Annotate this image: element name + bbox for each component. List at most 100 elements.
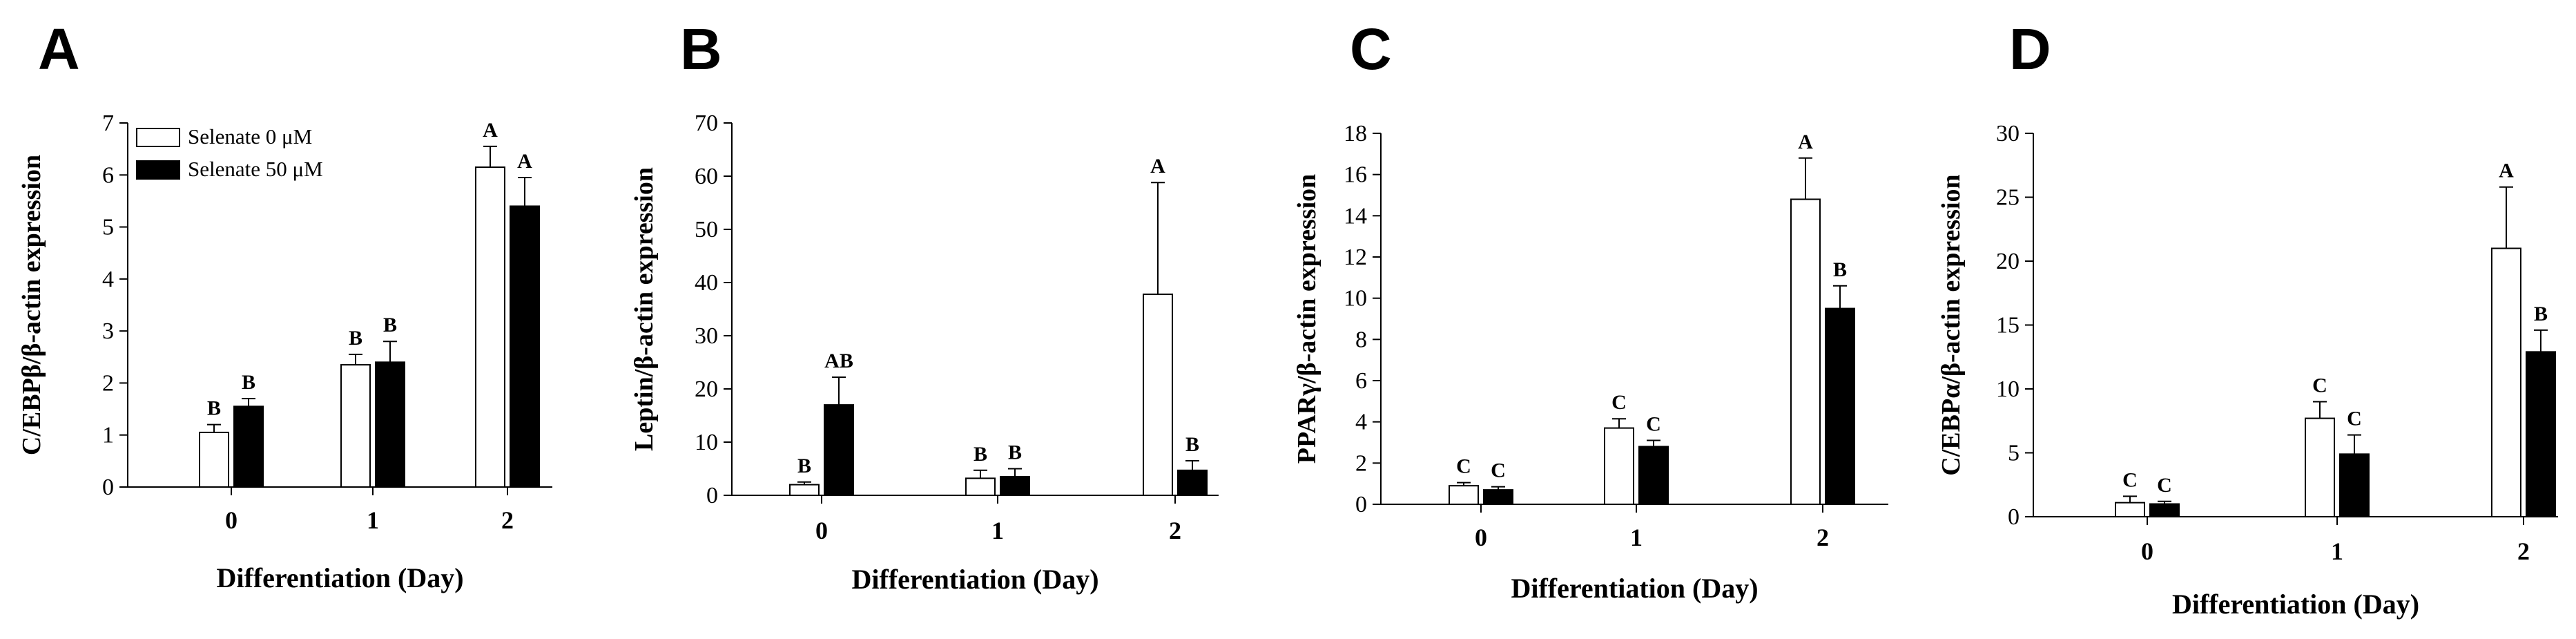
significance-label: B bbox=[242, 371, 255, 394]
legend-label-selenate-50: Selenate 50 μM bbox=[188, 157, 323, 181]
y-tick-label: 2 bbox=[102, 370, 114, 396]
bar-selenate-0-day-0 bbox=[2115, 502, 2145, 518]
chart-panel-d: D 0 5 10 15 20 25 30 0 1 2 Differentiation (Day) C/E… bbox=[1937, 17, 2558, 620]
y-axis-title: PPARγ/β-actin expression bbox=[1292, 174, 1321, 464]
bar-selenate-0-day-0 bbox=[789, 484, 820, 496]
bar-selenate-0-day-0 bbox=[1449, 485, 1479, 506]
significance-label: C bbox=[1491, 459, 1506, 482]
y-tick-label: 0 bbox=[706, 483, 718, 508]
significance-label: B bbox=[1185, 433, 1199, 456]
y-tick-label: 6 bbox=[102, 162, 114, 188]
significance-label: B bbox=[207, 397, 221, 420]
significance-label: A bbox=[1150, 155, 1165, 178]
y-tick-label: 8 bbox=[1355, 327, 1367, 352]
x-tick-label: 0 bbox=[225, 506, 238, 534]
significance-label: B bbox=[1833, 258, 1847, 281]
x-axis-title: Differentiation (Day) bbox=[216, 562, 463, 593]
significance-label: A bbox=[2499, 160, 2514, 182]
y-tick-label: 50 bbox=[695, 217, 718, 242]
bar-selenate-50-day-0 bbox=[824, 404, 854, 496]
y-tick-label: 10 bbox=[1344, 286, 1367, 312]
x-tick-label: 2 bbox=[2517, 537, 2530, 565]
x-tick-label: 2 bbox=[1817, 524, 1829, 551]
bar-selenate-50-day-2 bbox=[1177, 469, 1208, 496]
y-tick-label: 0 bbox=[2008, 504, 2020, 530]
bar-selenate-0-day-2 bbox=[1143, 293, 1173, 496]
legend-swatch-selenate-0 bbox=[136, 128, 180, 147]
y-tick-label: 7 bbox=[102, 111, 114, 136]
bar-selenate-50-day-1 bbox=[1638, 446, 1669, 506]
x-tick-label: 1 bbox=[991, 517, 1004, 544]
x-tick-label: 2 bbox=[1169, 517, 1181, 544]
significance-label: B bbox=[2534, 303, 2548, 325]
significance-label: B bbox=[349, 327, 362, 350]
y-tick-label: 16 bbox=[1344, 162, 1367, 188]
y-tick-label: 60 bbox=[695, 164, 718, 189]
significance-label: B bbox=[974, 443, 987, 466]
x-tick-label: 0 bbox=[2141, 537, 2153, 565]
bar-selenate-50-day-0 bbox=[1483, 489, 1513, 505]
significance-label: C bbox=[1456, 455, 1471, 478]
y-tick-label: 30 bbox=[695, 323, 718, 349]
y-tick-label: 10 bbox=[1996, 376, 2020, 402]
bar-selenate-0-day-1 bbox=[340, 364, 371, 488]
y-tick-label: 0 bbox=[1355, 492, 1367, 517]
significance-label: C bbox=[1611, 391, 1627, 414]
bar-selenate-50-day-1 bbox=[2339, 453, 2370, 517]
y-tick-label: 14 bbox=[1344, 203, 1367, 229]
y-tick-label: 25 bbox=[1996, 185, 2020, 211]
y-tick-label: 1 bbox=[102, 423, 114, 448]
x-tick-label: 1 bbox=[367, 506, 379, 534]
y-tick-label: 4 bbox=[1355, 410, 1367, 435]
significance-label: A bbox=[483, 119, 498, 142]
significance-label: B bbox=[383, 314, 397, 336]
y-tick-label: 3 bbox=[102, 318, 114, 344]
bar-selenate-50-day-2 bbox=[510, 205, 540, 488]
significance-label: A bbox=[1798, 131, 1813, 153]
bar-selenate-0-day-0 bbox=[199, 431, 229, 488]
bar-selenate-50-day-2 bbox=[2526, 351, 2556, 517]
y-tick-label: 20 bbox=[1996, 249, 2020, 274]
y-tick-label: 6 bbox=[1355, 368, 1367, 394]
y-tick-label: 20 bbox=[695, 376, 718, 402]
y-tick-label: 12 bbox=[1344, 245, 1367, 270]
bar-selenate-50-day-0 bbox=[233, 406, 264, 488]
legend-swatch-selenate-50 bbox=[136, 160, 180, 180]
bar-selenate-0-day-1 bbox=[965, 477, 996, 496]
significance-label: AB bbox=[824, 350, 853, 372]
y-tick-label: 30 bbox=[1996, 121, 2020, 146]
bar-selenate-0-day-1 bbox=[2305, 417, 2335, 517]
y-tick-label: 5 bbox=[2008, 441, 2020, 466]
bar-selenate-0-day-2 bbox=[475, 166, 505, 488]
bar-selenate-50-day-0 bbox=[2149, 503, 2180, 517]
panel-letter-d: D bbox=[2009, 17, 2051, 82]
panel-letter-a: A bbox=[38, 17, 80, 82]
legend: Selenate 0 μM Selenate 50 μM bbox=[136, 124, 323, 181]
y-axis-title: C/EBPα/β-actin expression bbox=[1937, 174, 1966, 475]
x-tick-label: 2 bbox=[501, 506, 514, 534]
x-tick-label: 0 bbox=[815, 517, 828, 544]
y-axis-title: C/EBPβ/β-actin expression bbox=[17, 155, 46, 455]
bar-selenate-50-day-2 bbox=[1825, 307, 1855, 505]
bar-selenate-0-day-2 bbox=[1790, 198, 1821, 505]
y-tick-label: 40 bbox=[695, 270, 718, 296]
y-tick-label: 10 bbox=[695, 430, 718, 455]
panel-letter-c: C bbox=[1350, 17, 1392, 82]
y-tick-label: 18 bbox=[1344, 121, 1367, 146]
bar-selenate-50-day-1 bbox=[375, 361, 405, 488]
significance-label: C bbox=[2157, 474, 2172, 497]
y-tick-label: 70 bbox=[695, 111, 718, 136]
significance-label: B bbox=[797, 455, 811, 477]
x-axis-title: Differentiation (Day) bbox=[1511, 573, 1758, 604]
bar-selenate-0-day-1 bbox=[1604, 427, 1634, 505]
y-tick-label: 4 bbox=[102, 267, 114, 292]
y-tick-label: 2 bbox=[1355, 450, 1367, 476]
panel-letter-b: B bbox=[680, 17, 722, 82]
significance-label: C bbox=[2312, 374, 2327, 397]
significance-label: C bbox=[1646, 413, 1661, 436]
y-tick-label: 0 bbox=[102, 475, 114, 500]
significance-label: A bbox=[517, 150, 532, 173]
x-tick-label: 0 bbox=[1475, 524, 1487, 551]
significance-label: B bbox=[1008, 441, 1022, 464]
